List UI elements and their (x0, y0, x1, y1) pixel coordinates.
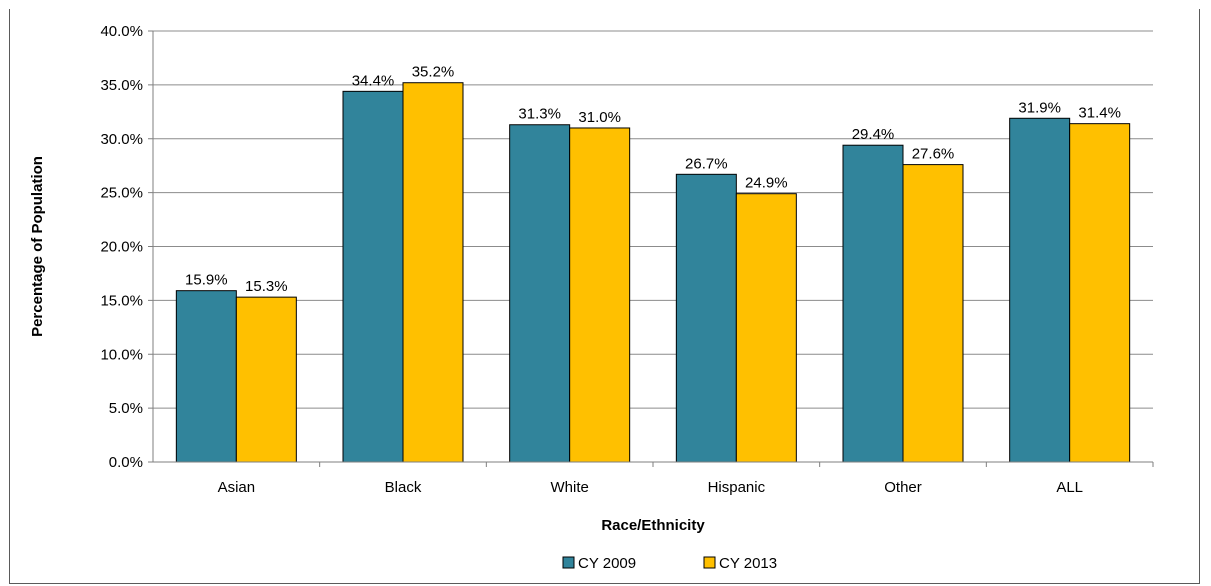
legend-swatch-cy2009 (562, 556, 575, 569)
gridlines (148, 30, 1153, 463)
x-tick-label: White (550, 479, 588, 496)
legend-label: CY 2013 (719, 555, 777, 572)
data-labels: 15.9% 15.3% 34.4% 35.2% 31.3% 31.0% 26.7% 24.9%… (185, 64, 1121, 295)
x-tick-labels: Asian Black White Hispanic Other ALL (218, 462, 1154, 496)
y-tick-label: 15.0% (100, 292, 143, 309)
y-tick-labels: 0.0% 5.0% 10.0% 15.0% 20.0% 25.0% 30.0% 35.0% 40… (100, 23, 143, 471)
y-tick-label: 35.0% (100, 77, 143, 94)
bar-cy2013 (1069, 123, 1131, 463)
y-tick-label: 0.0% (109, 454, 143, 471)
x-tick-label: ALL (1056, 479, 1083, 496)
bar-cy2013 (235, 296, 297, 463)
data-label: 31.4% (1078, 105, 1121, 122)
bar-cy2009 (509, 124, 571, 463)
bars (175, 82, 1131, 463)
bar-cy2013 (402, 82, 464, 463)
data-label: 31.0% (578, 109, 621, 126)
data-label: 31.9% (1018, 99, 1061, 116)
bar-cy2009 (675, 173, 737, 463)
bar-cy2013 (569, 127, 631, 463)
bar-cy2009 (842, 144, 904, 463)
x-tick-label: Black (385, 479, 422, 496)
bar-cy2009 (342, 90, 404, 463)
y-tick-label: 5.0% (109, 400, 143, 417)
legend-label: CY 2009 (578, 555, 636, 572)
x-tick-label: Other (884, 479, 922, 496)
y-tick-label: 25.0% (100, 185, 143, 202)
x-tick-label: Asian (218, 479, 256, 496)
data-label: 31.3% (518, 106, 561, 123)
y-tick-label: 20.0% (100, 239, 143, 256)
y-tick-label: 30.0% (100, 131, 143, 148)
data-label: 27.6% (912, 146, 955, 163)
data-label: 24.9% (745, 175, 788, 192)
data-label: 15.3% (245, 278, 288, 295)
x-axis-title: Race/Ethnicity (601, 517, 705, 534)
data-label: 15.9% (185, 272, 228, 289)
data-label: 35.2% (412, 64, 455, 81)
legend: CY 2009 CY 2013 (562, 555, 777, 572)
bar-cy2013 (902, 164, 964, 463)
chart-frame (9, 9, 1200, 584)
legend-swatch-cy2013 (703, 556, 716, 569)
y-tick-label: 10.0% (100, 346, 143, 363)
bar-cy2009 (1009, 117, 1071, 463)
bar-cy2009 (175, 290, 237, 463)
x-tick-label: Hispanic (708, 479, 766, 496)
y-tick-label: 40.0% (100, 23, 143, 40)
bar-cy2013 (735, 193, 797, 463)
data-label: 34.4% (352, 72, 395, 89)
y-axis-title: Percentage of Population (29, 156, 46, 337)
data-label: 29.4% (852, 126, 895, 143)
data-label: 26.7% (685, 155, 728, 172)
